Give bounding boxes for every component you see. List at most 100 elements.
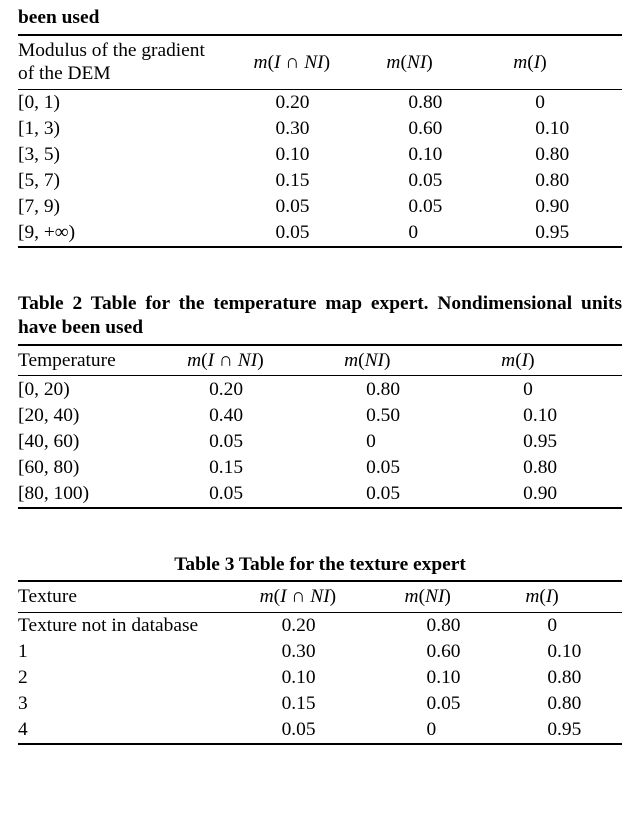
- table-row: [40, 60)0.0500.95: [18, 428, 622, 454]
- table1-body: [0, 1)0.200.800[1, 3)0.300.600.10[3, 5)0…: [18, 90, 622, 248]
- row-c4: 0.90: [513, 194, 622, 220]
- row-c2: 0.15: [260, 691, 405, 717]
- table-row: [5, 7)0.150.050.80: [18, 168, 622, 194]
- row-c3: 0.05: [344, 481, 501, 508]
- row-label: [80, 100): [18, 481, 187, 508]
- table-row: 30.150.050.80: [18, 691, 622, 717]
- t2-h1: Temperature: [18, 345, 187, 376]
- t2-h2: m(I ∩ NI): [187, 345, 344, 376]
- row-label: [60, 80): [18, 454, 187, 480]
- row-c2: 0.05: [187, 428, 344, 454]
- t3-h1: Texture: [18, 581, 260, 612]
- table1-caption-fragment: been used: [18, 6, 622, 30]
- table1-header-row: Modulus of the gradient of the DEM m(I ∩…: [18, 35, 622, 90]
- row-c2: 0.10: [260, 665, 405, 691]
- row-c2: 0.30: [254, 116, 387, 142]
- table3: Texture m(I ∩ NI) m(NI) m(I) Texture not…: [18, 580, 622, 745]
- row-c3: 0.60: [405, 639, 526, 665]
- table-row: [3, 5)0.100.100.80: [18, 142, 622, 168]
- row-c2: 0.15: [187, 454, 344, 480]
- row-c3: 0.80: [386, 90, 513, 117]
- row-c3: 0: [405, 717, 526, 744]
- row-c4: 0.10: [525, 639, 622, 665]
- row-c2: 0.05: [260, 717, 405, 744]
- row-c3: 0: [344, 428, 501, 454]
- t2-h3: m(NI): [344, 345, 501, 376]
- table-row: 20.100.100.80: [18, 665, 622, 691]
- row-label: 4: [18, 717, 260, 744]
- table-row: [0, 20)0.200.800: [18, 376, 622, 403]
- table-row: [9, +∞)0.0500.95: [18, 220, 622, 247]
- t3-h4: m(I): [525, 581, 622, 612]
- table-row: 10.300.600.10: [18, 639, 622, 665]
- table3-header-row: Texture m(I ∩ NI) m(NI) m(I): [18, 581, 622, 612]
- table-row: [60, 80)0.150.050.80: [18, 454, 622, 480]
- row-label: [1, 3): [18, 116, 254, 142]
- table-row: 40.0500.95: [18, 717, 622, 744]
- row-c2: 0.30: [260, 639, 405, 665]
- row-c2: 0.20: [254, 90, 387, 117]
- row-c3: 0.60: [386, 116, 513, 142]
- row-c2: 0.20: [187, 376, 344, 403]
- row-c4: 0: [501, 376, 622, 403]
- table-row: [80, 100)0.050.050.90: [18, 481, 622, 508]
- t3-h2: m(I ∩ NI): [260, 581, 405, 612]
- row-label: Texture not in database: [18, 612, 260, 639]
- row-c4: 0.80: [525, 691, 622, 717]
- t3-h3: m(NI): [405, 581, 526, 612]
- row-c4: 0.90: [501, 481, 622, 508]
- table2-body: [0, 20)0.200.800[20, 40)0.400.500.10[40,…: [18, 376, 622, 508]
- row-c2: 0.20: [260, 612, 405, 639]
- row-label: [7, 9): [18, 194, 254, 220]
- t1-h3: m(NI): [386, 35, 513, 90]
- row-c2: 0.05: [254, 194, 387, 220]
- row-label: 1: [18, 639, 260, 665]
- row-c3: 0.05: [344, 454, 501, 480]
- row-c4: 0.10: [513, 116, 622, 142]
- row-c2: 0.10: [254, 142, 387, 168]
- row-c3: 0.10: [386, 142, 513, 168]
- table1: Modulus of the gradient of the DEM m(I ∩…: [18, 34, 622, 249]
- row-c3: 0.80: [344, 376, 501, 403]
- t1-h1-l1: Modulus of the gradient: [18, 40, 205, 61]
- row-label: 3: [18, 691, 260, 717]
- table-row: [20, 40)0.400.500.10: [18, 402, 622, 428]
- row-label: 2: [18, 665, 260, 691]
- table2-header-row: Temperature m(I ∩ NI) m(NI) m(I): [18, 345, 622, 376]
- t1-h2: m(I ∩ NI): [254, 35, 387, 90]
- row-c4: 0: [513, 90, 622, 117]
- row-c3: 0.80: [405, 612, 526, 639]
- table-row: Texture not in database0.200.800: [18, 612, 622, 639]
- row-c3: 0.10: [405, 665, 526, 691]
- row-c3: 0.05: [386, 168, 513, 194]
- row-c3: 0: [386, 220, 513, 247]
- row-c4: 0.80: [513, 142, 622, 168]
- table-row: [0, 1)0.200.800: [18, 90, 622, 117]
- table-row: [1, 3)0.300.600.10: [18, 116, 622, 142]
- table-row: [7, 9)0.050.050.90: [18, 194, 622, 220]
- row-c4: 0.95: [513, 220, 622, 247]
- row-c4: 0.10: [501, 402, 622, 428]
- row-label: [0, 20): [18, 376, 187, 403]
- table3-caption: Table 3 Table for the texture expert: [18, 553, 622, 577]
- t1-h1-l2: of the DEM: [18, 63, 111, 84]
- t2-h4: m(I): [501, 345, 622, 376]
- table2-caption: Table 2 Table for the temperature map ex…: [18, 292, 622, 339]
- row-c2: 0.40: [187, 402, 344, 428]
- row-c4: 0.80: [501, 454, 622, 480]
- row-label: [3, 5): [18, 142, 254, 168]
- row-c4: 0: [525, 612, 622, 639]
- row-c4: 0.95: [525, 717, 622, 744]
- row-c2: 0.05: [254, 220, 387, 247]
- row-c4: 0.80: [525, 665, 622, 691]
- row-label: [9, +∞): [18, 220, 254, 247]
- t1-h1: Modulus of the gradient of the DEM: [18, 35, 254, 90]
- t1-h4: m(I): [513, 35, 622, 90]
- row-label: [0, 1): [18, 90, 254, 117]
- table2: Temperature m(I ∩ NI) m(NI) m(I) [0, 20)…: [18, 344, 622, 509]
- row-c4: 0.95: [501, 428, 622, 454]
- row-label: [20, 40): [18, 402, 187, 428]
- row-label: [40, 60): [18, 428, 187, 454]
- row-c2: 0.15: [254, 168, 387, 194]
- row-c3: 0.50: [344, 402, 501, 428]
